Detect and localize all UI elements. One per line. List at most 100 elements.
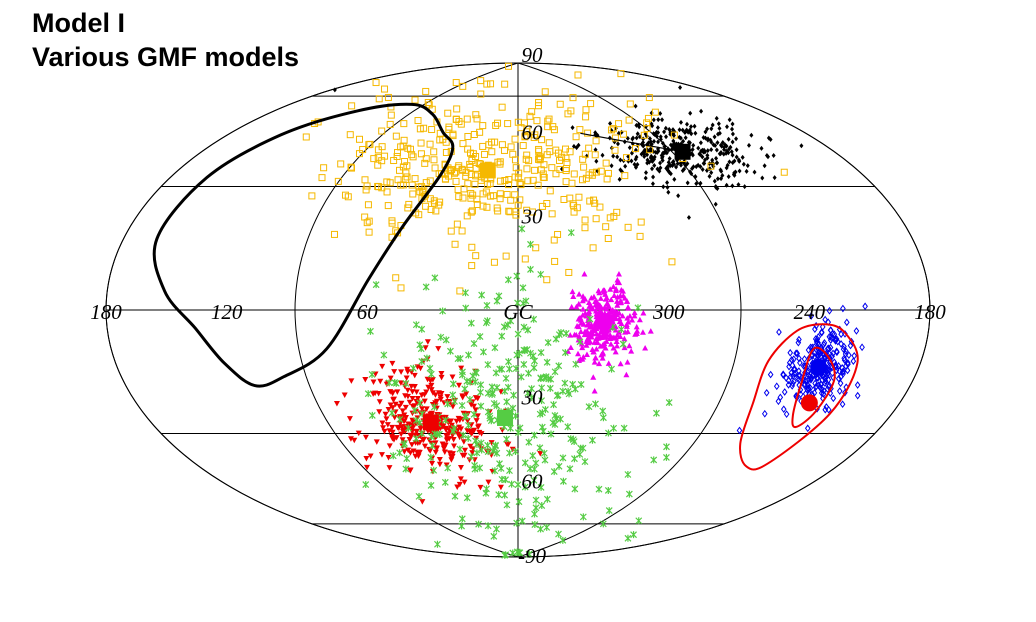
data-point xyxy=(831,358,838,367)
data-point xyxy=(498,141,506,149)
data-point xyxy=(713,142,718,148)
data-point xyxy=(439,135,447,143)
data-point xyxy=(730,160,735,166)
data-point xyxy=(388,219,396,227)
longitude-label: 180 xyxy=(914,300,946,324)
data-point xyxy=(614,302,621,308)
data-point xyxy=(387,375,394,382)
data-point xyxy=(601,333,608,339)
data-point xyxy=(394,149,402,157)
data-point xyxy=(596,360,603,367)
data-point xyxy=(692,123,697,129)
data-point xyxy=(378,143,386,151)
data-point xyxy=(388,217,396,225)
data-point xyxy=(453,220,461,228)
data-point xyxy=(543,276,551,284)
data-point xyxy=(611,153,616,159)
data-point xyxy=(608,307,615,314)
data-point xyxy=(479,122,487,130)
data-point xyxy=(456,432,463,439)
data-point xyxy=(496,195,504,203)
data-point xyxy=(623,298,630,304)
data-point xyxy=(436,461,443,468)
data-point xyxy=(683,163,688,169)
data-point xyxy=(796,371,803,380)
data-point xyxy=(559,387,567,395)
data-point xyxy=(449,374,456,381)
data-point xyxy=(364,390,372,398)
data-point xyxy=(579,344,586,351)
data-point xyxy=(478,431,485,437)
data-point xyxy=(500,146,508,154)
data-point xyxy=(799,375,806,384)
data-point xyxy=(374,161,382,169)
data-point xyxy=(470,410,478,418)
data-point xyxy=(671,161,676,167)
data-point xyxy=(379,420,386,426)
data-point xyxy=(383,188,391,196)
data-point xyxy=(811,389,818,397)
data-point xyxy=(617,299,624,306)
data-point xyxy=(599,355,606,361)
data-point xyxy=(406,436,413,443)
data-point xyxy=(386,443,393,449)
data-point xyxy=(602,344,609,351)
data-point xyxy=(581,150,589,158)
data-point xyxy=(839,367,846,376)
data-point xyxy=(619,340,627,348)
data-point xyxy=(477,484,484,491)
data-point xyxy=(476,333,484,341)
data-point xyxy=(607,126,615,134)
data-point xyxy=(535,99,543,107)
data-point xyxy=(444,464,452,472)
data-point xyxy=(619,312,626,319)
data-point xyxy=(689,171,694,177)
data-point xyxy=(514,481,522,489)
data-point xyxy=(588,169,596,177)
data-point xyxy=(516,424,524,432)
data-point xyxy=(518,517,526,525)
longitude-label: 180 xyxy=(90,300,122,324)
data-point xyxy=(404,369,411,375)
data-point xyxy=(473,200,481,208)
data-point xyxy=(730,121,735,127)
data-point xyxy=(575,300,582,307)
data-point xyxy=(819,323,826,331)
data-point xyxy=(474,413,481,419)
data-point xyxy=(432,392,439,398)
data-point xyxy=(380,351,388,359)
data-point xyxy=(593,308,600,314)
data-point xyxy=(602,223,610,231)
data-point xyxy=(531,131,539,139)
data-point xyxy=(689,124,694,130)
data-point xyxy=(496,177,504,185)
data-point xyxy=(793,349,799,358)
data-point xyxy=(493,384,501,392)
data-point xyxy=(730,131,735,137)
data-point xyxy=(409,389,416,395)
data-point xyxy=(458,365,465,372)
data-point xyxy=(482,319,490,327)
data-point xyxy=(667,169,672,175)
data-point xyxy=(508,480,516,488)
data-point xyxy=(337,160,345,168)
data-point xyxy=(341,392,348,399)
data-point xyxy=(438,374,445,381)
data-point xyxy=(536,156,544,164)
data-point xyxy=(500,323,508,331)
data-point xyxy=(414,395,421,402)
data-point xyxy=(385,379,393,387)
data-point xyxy=(579,297,586,304)
data-point xyxy=(467,443,474,450)
data-point xyxy=(367,327,374,335)
data-point xyxy=(591,359,598,365)
data-point xyxy=(645,94,653,102)
data-point xyxy=(776,328,782,336)
data-point xyxy=(835,374,842,383)
data-point xyxy=(842,350,849,358)
data-point xyxy=(405,200,413,208)
data-point xyxy=(701,160,706,166)
data-point xyxy=(681,138,686,144)
data-point xyxy=(455,382,462,389)
data-point xyxy=(368,370,376,378)
